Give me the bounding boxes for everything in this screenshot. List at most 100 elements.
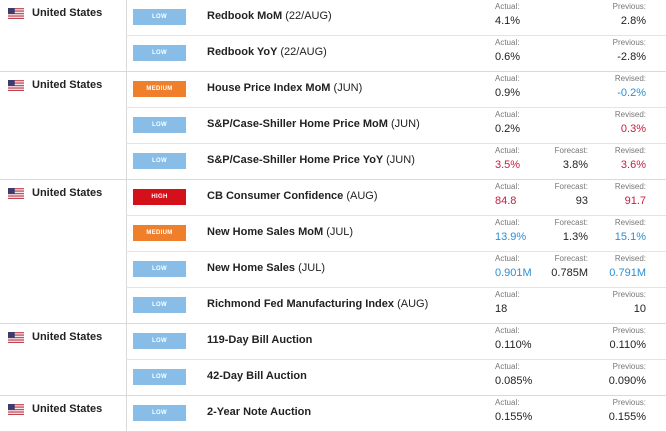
- previous-value: 0.090%: [608, 375, 646, 387]
- event-row[interactable]: LOW Richmond Fed Manufacturing Index (AUG…: [126, 288, 666, 323]
- event-title: 2-Year Note Auction: [207, 406, 312, 418]
- event-name[interactable]: Richmond Fed Manufacturing Index (AUG): [207, 298, 428, 310]
- previous-cell: Previous: -2.8%: [596, 38, 646, 69]
- event-period: (JUN): [333, 82, 363, 94]
- us-flag-icon: [8, 8, 24, 19]
- event-name[interactable]: 2-Year Note Auction: [207, 406, 311, 418]
- importance-badge: LOW: [133, 405, 186, 421]
- event-row[interactable]: LOW 119-Day Bill Auction Actual: 0.110% Prev…: [126, 324, 666, 360]
- importance-badge: MEDIUM: [133, 225, 186, 241]
- country-name: United States: [32, 403, 103, 415]
- event-title: Redbook YoY: [207, 46, 278, 58]
- previous-label: Revised:: [614, 218, 646, 227]
- previous-value: 0.791M: [609, 267, 646, 279]
- actual-value: 0.9%: [495, 87, 521, 99]
- event-title: New Home Sales: [207, 262, 296, 274]
- event-name[interactable]: New Home Sales MoM (JUL): [207, 226, 353, 238]
- event-group: United States HIGH CB Consumer Confidence …: [0, 180, 666, 324]
- actual-value: 0.110%: [495, 339, 532, 351]
- event-row[interactable]: MEDIUM House Price Index MoM (JUN) Actual:…: [126, 72, 666, 108]
- actual-label: Actual:: [495, 38, 520, 47]
- event-title: 42-Day Bill Auction: [207, 370, 307, 382]
- previous-value: 0.3%: [620, 123, 646, 135]
- actual-value: 0.155%: [495, 411, 533, 423]
- previous-cell: Previous: 2.8%: [596, 2, 646, 33]
- previous-cell: Revised: 15.1%: [596, 218, 646, 249]
- event-name[interactable]: Redbook YoY (22/AUG): [207, 46, 327, 58]
- actual-cell: Actual: 0.155%: [495, 398, 545, 429]
- importance-badge: LOW: [133, 45, 186, 61]
- importance-badge: LOW: [133, 369, 186, 385]
- previous-value: 0.155%: [608, 411, 646, 423]
- event-name[interactable]: 119-Day Bill Auction: [207, 334, 312, 346]
- country-name: United States: [32, 187, 103, 199]
- event-row[interactable]: MEDIUM New Home Sales MoM (JUL) Actual: 13.…: [126, 216, 666, 252]
- actual-label: Actual:: [495, 74, 520, 83]
- actual-label: Actual:: [495, 110, 520, 119]
- event-name[interactable]: 42-Day Bill Auction: [207, 370, 307, 382]
- previous-cell: Revised: 0.3%: [596, 110, 646, 141]
- forecast-value: 1.3%: [562, 231, 588, 243]
- actual-cell: Actual: 0.9%: [495, 74, 545, 105]
- event-period: (22/AUG): [280, 46, 327, 58]
- previous-label: Previous:: [612, 290, 646, 299]
- previous-value: -2.8%: [617, 51, 646, 63]
- forecast-value: 0.785M: [551, 267, 588, 279]
- forecast-label: Forecast:: [554, 218, 588, 227]
- previous-label: Previous:: [612, 362, 646, 371]
- actual-cell: Actual: 0.110%: [495, 326, 545, 357]
- country-cell: United States: [0, 180, 126, 323]
- actual-cell: Actual: 3.5%: [495, 146, 545, 177]
- event-title: S&P/Case-Shiller Home Price MoM: [207, 118, 388, 130]
- event-row[interactable]: LOW Redbook MoM (22/AUG) Actual: 4.1% Previo…: [126, 0, 666, 36]
- previous-label: Previous:: [612, 38, 646, 47]
- previous-label: Previous:: [612, 398, 646, 407]
- forecast-cell: Forecast: 3.8%: [546, 146, 588, 177]
- event-title: House Price Index MoM: [207, 82, 331, 94]
- event-name[interactable]: Redbook MoM (22/AUG): [207, 10, 332, 22]
- event-title: Redbook MoM: [207, 10, 283, 22]
- event-name[interactable]: S&P/Case-Shiller Home Price YoY (JUN): [207, 154, 415, 166]
- event-row[interactable]: LOW S&P/Case-Shiller Home Price MoM (JUN)…: [126, 108, 666, 144]
- actual-label: Actual:: [495, 218, 520, 227]
- forecast-cell: Forecast: 0.785M: [546, 254, 588, 285]
- event-period: (AUG): [397, 298, 429, 310]
- event-row[interactable]: LOW New Home Sales (JUL) Actual: 0.901M Fore…: [126, 252, 666, 288]
- forecast-label: Forecast:: [554, 254, 588, 263]
- actual-cell: Actual: 13.9%: [495, 218, 545, 249]
- event-name[interactable]: New Home Sales (JUL): [207, 262, 325, 274]
- importance-badge: LOW: [133, 297, 186, 313]
- event-name[interactable]: S&P/Case-Shiller Home Price MoM (JUN): [207, 118, 420, 130]
- previous-value: 15.1%: [614, 231, 646, 243]
- actual-label: Actual:: [495, 254, 520, 263]
- previous-value: -0.2%: [617, 87, 646, 99]
- previous-value: 3.6%: [620, 159, 646, 171]
- event-name[interactable]: House Price Index MoM (JUN): [207, 82, 362, 94]
- event-group: United States LOW 2-Year Note Auction Actua…: [0, 396, 666, 432]
- previous-label: Revised:: [614, 74, 646, 83]
- previous-label: Revised:: [614, 182, 646, 191]
- event-row[interactable]: LOW 42-Day Bill Auction Actual: 0.085% Previ…: [126, 360, 666, 395]
- event-row[interactable]: LOW S&P/Case-Shiller Home Price YoY (JUN)…: [126, 144, 666, 179]
- previous-cell: Revised: 3.6%: [596, 146, 646, 177]
- event-period: (22/AUG): [285, 10, 332, 22]
- country-cell: United States: [0, 0, 126, 71]
- event-row[interactable]: LOW 2-Year Note Auction Actual: 0.155% Previ…: [126, 396, 666, 431]
- country-cell: United States: [0, 324, 126, 395]
- previous-label: Revised:: [614, 146, 646, 155]
- event-period: (JUN): [386, 154, 415, 166]
- actual-label: Actual:: [495, 398, 520, 407]
- actual-label: Actual:: [495, 326, 520, 335]
- previous-label: Revised:: [614, 110, 646, 119]
- actual-label: Actual:: [495, 290, 520, 299]
- event-name[interactable]: CB Consumer Confidence (AUG): [207, 190, 378, 202]
- actual-cell: Actual: 0.2%: [495, 110, 545, 141]
- actual-value: 0.901M: [495, 267, 532, 279]
- forecast-value: 93: [575, 195, 588, 207]
- event-group: United States LOW 119-Day Bill Auction Actu…: [0, 324, 666, 396]
- event-row[interactable]: LOW Redbook YoY (22/AUG) Actual: 0.6% Previo…: [126, 36, 666, 71]
- column-divider: [126, 72, 127, 179]
- event-row[interactable]: HIGH CB Consumer Confidence (AUG) Actual: 8…: [126, 180, 666, 216]
- previous-value: 2.8%: [620, 15, 646, 27]
